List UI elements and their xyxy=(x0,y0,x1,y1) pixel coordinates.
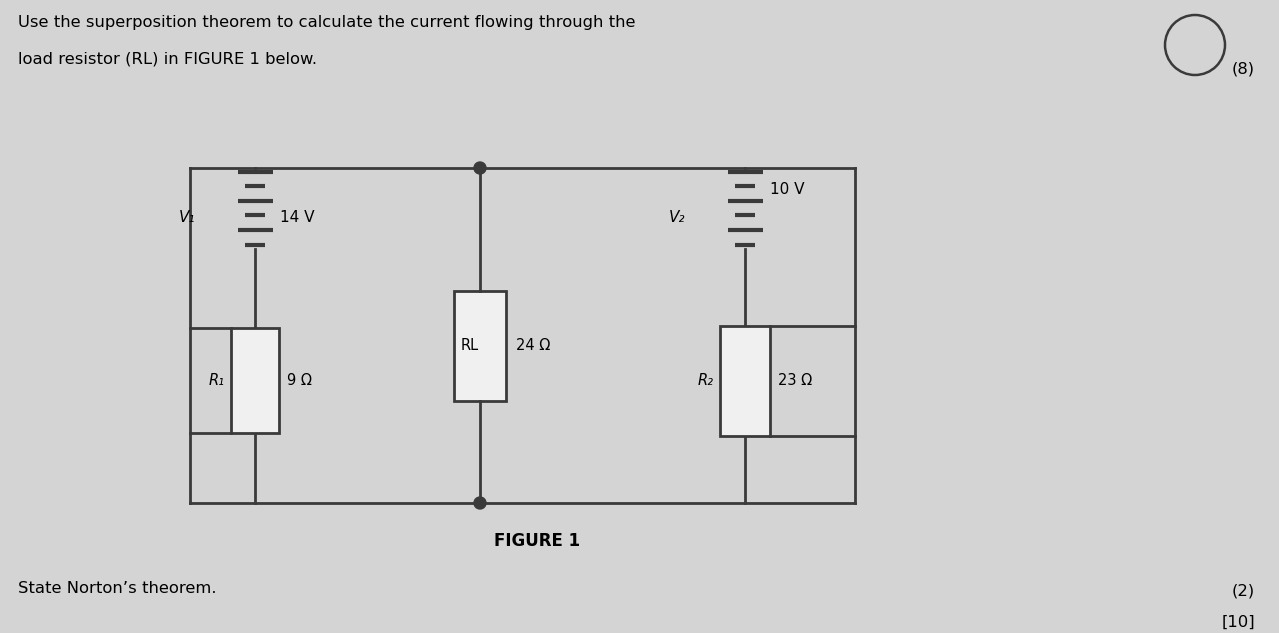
Text: 9 Ω: 9 Ω xyxy=(286,373,312,389)
Text: R₁: R₁ xyxy=(208,373,225,389)
Text: R₂: R₂ xyxy=(698,373,714,389)
Text: 23 Ω: 23 Ω xyxy=(778,373,812,389)
Text: (2): (2) xyxy=(1232,583,1255,598)
Circle shape xyxy=(475,162,486,174)
Circle shape xyxy=(475,497,486,509)
Text: FIGURE 1: FIGURE 1 xyxy=(495,532,581,550)
Text: 24 Ω: 24 Ω xyxy=(515,338,550,353)
Text: V₂: V₂ xyxy=(669,211,686,225)
Text: [10]: [10] xyxy=(1221,615,1255,630)
Bar xyxy=(720,326,770,436)
Text: RL: RL xyxy=(460,338,480,353)
Bar xyxy=(454,291,506,401)
Circle shape xyxy=(1165,15,1225,75)
Text: 10 V: 10 V xyxy=(770,182,804,197)
Text: load resistor (RL) in FIGURE 1 below.: load resistor (RL) in FIGURE 1 below. xyxy=(18,51,317,66)
Text: V₁: V₁ xyxy=(179,211,194,225)
Text: Use the superposition theorem to calculate the current flowing through the: Use the superposition theorem to calcula… xyxy=(18,15,636,30)
Bar xyxy=(231,329,279,434)
Text: (8): (8) xyxy=(1232,61,1255,76)
Text: State Norton’s theorem.: State Norton’s theorem. xyxy=(18,581,216,596)
Text: 14 V: 14 V xyxy=(280,211,315,225)
